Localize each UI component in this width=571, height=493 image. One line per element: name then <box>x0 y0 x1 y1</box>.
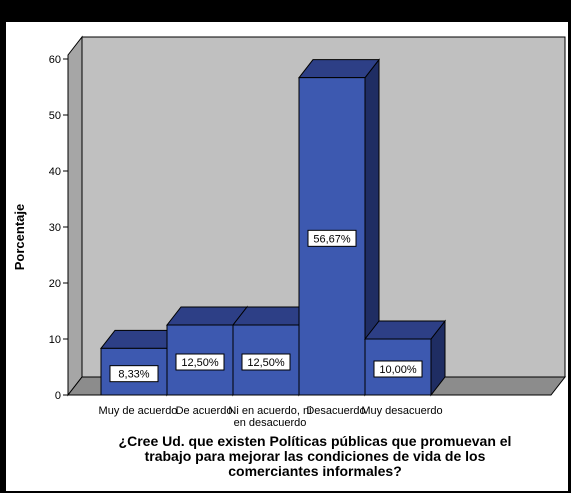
data-label-text-4: 10,00% <box>379 364 417 376</box>
y-tick-label-40: 40 <box>49 166 61 178</box>
x-tick-label-2-0: Ni en acuerdo, ni <box>228 405 311 417</box>
x-axis-title-line-2: comerciantes informales? <box>228 463 402 479</box>
x-tick-label-2-1: en desacuerdo <box>234 417 307 429</box>
y-tick-label-50: 50 <box>49 110 61 122</box>
x-tick-label-0: Muy de acuerdo <box>99 405 178 417</box>
data-label-3: 56,67% <box>307 229 357 247</box>
y-tick-label-30: 30 <box>49 222 61 234</box>
data-label-box-3 <box>307 229 357 247</box>
data-label-text-3: 56,67% <box>313 233 351 245</box>
data-label-0: 8,33% <box>109 365 159 383</box>
y-tick-label-60: 60 <box>49 54 61 66</box>
bar-top-3 <box>297 59 381 79</box>
data-label-1: 12,50% <box>175 353 225 371</box>
x-axis-title-line-0: ¿Cree Ud. que existen Políticas públicas… <box>119 433 512 449</box>
y-tick-label-0: 0 <box>55 390 61 402</box>
bar-chart: 0 10 20 30 40 50 60 8,33% Muy de acuerdo 12,50% D… <box>12 35 567 479</box>
y-tick-label-10: 10 <box>49 334 61 346</box>
data-label-box-1 <box>175 353 225 371</box>
x-axis-title-line-1: trabajo para mejorar las condiciones de … <box>145 448 486 464</box>
data-label-text-0: 8,33% <box>118 369 149 381</box>
y-tick-label-20: 20 <box>49 278 61 290</box>
x-tick-label-1: De acuerdo <box>176 405 233 417</box>
bar-4 <box>363 319 447 397</box>
x-tick-label-3: Desacuerdo <box>306 405 365 417</box>
y-axis-label: Porcentaje <box>12 204 27 270</box>
chart-frame: 0 10 20 30 40 50 60 8,33% Muy de acuerdo 12,50% D… <box>6 22 568 491</box>
data-label-4: 10,00% <box>373 360 423 378</box>
data-label-2: 12,50% <box>241 353 291 371</box>
bar-top-4 <box>363 320 447 340</box>
x-tick-label-4: Muy desacuerdo <box>361 405 442 417</box>
side-wall <box>67 35 83 397</box>
data-label-box-4 <box>373 360 423 378</box>
data-label-text-1: 12,50% <box>181 357 219 369</box>
data-label-box-0 <box>109 365 159 383</box>
data-label-text-2: 12,50% <box>247 357 285 369</box>
data-label-box-2 <box>241 353 291 371</box>
